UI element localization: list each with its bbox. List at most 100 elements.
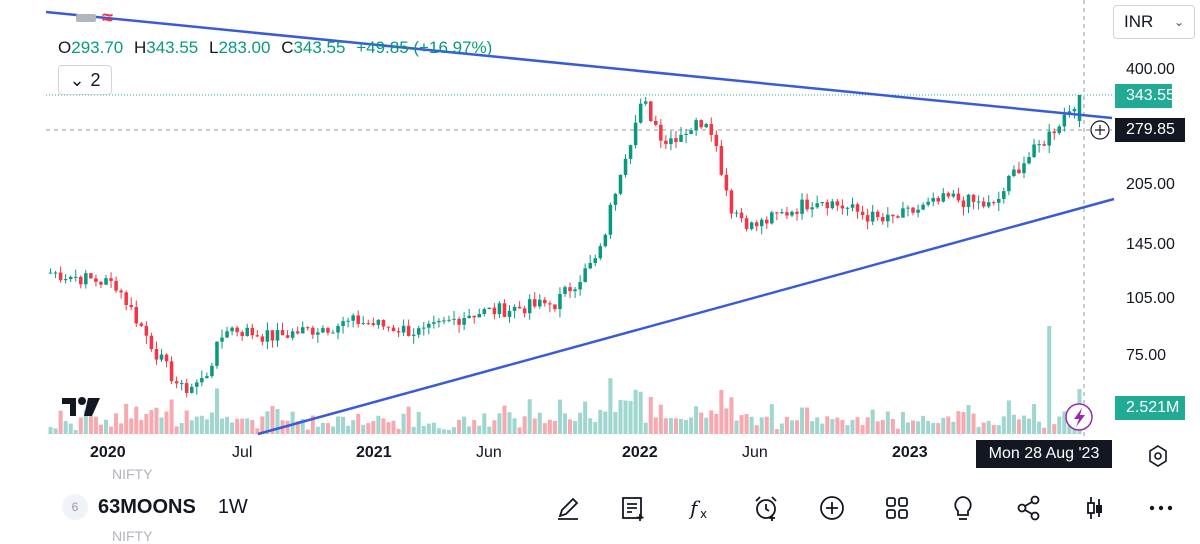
volume-bar bbox=[880, 419, 885, 434]
candle bbox=[53, 272, 58, 274]
volume-bar bbox=[603, 411, 608, 434]
candle bbox=[875, 211, 880, 218]
volume-bar bbox=[356, 413, 361, 434]
volume-bar bbox=[341, 416, 346, 434]
volume-bar bbox=[436, 428, 441, 434]
candle bbox=[235, 327, 239, 333]
volume-bar bbox=[764, 416, 769, 434]
more-icon[interactable] bbox=[1144, 491, 1178, 525]
candle bbox=[825, 202, 830, 209]
candle bbox=[886, 214, 890, 222]
legend-toggle-button[interactable]: ⌄ 2 bbox=[58, 65, 112, 95]
symbol-selector[interactable]: 6 63MOONS 1W bbox=[62, 494, 248, 520]
price-tick: 105.00 bbox=[1126, 290, 1175, 307]
settings-icon[interactable] bbox=[1146, 444, 1170, 468]
candle bbox=[558, 294, 562, 310]
volume-bar bbox=[810, 421, 815, 434]
candle bbox=[633, 122, 638, 146]
collapse-icon[interactable] bbox=[76, 14, 96, 22]
volume-bar bbox=[285, 420, 290, 434]
candle bbox=[437, 320, 441, 323]
timeframe[interactable]: 1W bbox=[217, 495, 248, 518]
alert-icon[interactable] bbox=[749, 491, 783, 525]
candle bbox=[991, 202, 996, 204]
volume-bar bbox=[225, 416, 230, 434]
add-icon[interactable] bbox=[815, 491, 849, 525]
volume-bar bbox=[426, 423, 431, 434]
volume-bar bbox=[951, 421, 956, 434]
add-note-icon[interactable] bbox=[616, 491, 650, 525]
candle bbox=[598, 246, 603, 259]
candle bbox=[840, 205, 845, 209]
ghost-symbol-top: NIFTY bbox=[112, 466, 153, 482]
volume-bar bbox=[507, 412, 512, 434]
volume-bar bbox=[885, 411, 890, 434]
volume-bar bbox=[260, 416, 265, 434]
candle bbox=[628, 145, 633, 159]
volume-bar bbox=[497, 413, 502, 434]
ideas-icon[interactable] bbox=[946, 491, 980, 525]
volume-bar bbox=[628, 401, 633, 434]
volume-bar bbox=[916, 421, 921, 434]
candle bbox=[764, 219, 769, 224]
candle bbox=[936, 197, 941, 202]
candle bbox=[754, 222, 759, 227]
volume-bar bbox=[956, 411, 961, 434]
candle bbox=[94, 278, 98, 282]
candle bbox=[1032, 144, 1036, 158]
volume-bar bbox=[219, 418, 225, 434]
volume-bar bbox=[386, 422, 391, 434]
wave-icon[interactable]: ≈ bbox=[102, 7, 113, 29]
candle bbox=[744, 218, 749, 230]
volume-bar bbox=[542, 423, 547, 434]
volume-bar bbox=[911, 420, 916, 434]
layouts-icon[interactable] bbox=[880, 491, 914, 525]
support-trendline[interactable] bbox=[257, 197, 1115, 436]
chart-type-icon[interactable] bbox=[1078, 491, 1112, 525]
volume-bar bbox=[1011, 414, 1016, 434]
candle bbox=[522, 308, 527, 314]
candle bbox=[896, 216, 900, 218]
candle bbox=[1072, 109, 1077, 112]
volume-bar bbox=[109, 426, 114, 434]
share-icon[interactable] bbox=[1012, 491, 1046, 525]
volume-bar bbox=[482, 413, 487, 434]
candle bbox=[997, 199, 1001, 203]
candle bbox=[215, 341, 219, 366]
volume-bar bbox=[98, 424, 103, 434]
volume-bar bbox=[623, 400, 628, 434]
price-tick: 75.00 bbox=[1126, 347, 1167, 364]
volume-bar bbox=[431, 422, 436, 434]
price-tick: 145.00 bbox=[1126, 236, 1175, 253]
volume-bar bbox=[330, 426, 335, 434]
candle bbox=[850, 204, 855, 208]
candle bbox=[679, 134, 683, 142]
volume-bar bbox=[976, 426, 981, 434]
symbol-name[interactable]: 63MOONS bbox=[98, 495, 196, 518]
candle bbox=[921, 204, 925, 210]
candle bbox=[618, 174, 623, 194]
candle bbox=[860, 211, 865, 216]
candle bbox=[119, 290, 123, 293]
candle bbox=[68, 276, 73, 280]
candle bbox=[739, 212, 744, 219]
volume-bar bbox=[633, 389, 638, 434]
svg-text:x: x bbox=[700, 507, 707, 521]
candle bbox=[941, 193, 946, 202]
volume-bar bbox=[890, 419, 895, 434]
volume-bar bbox=[487, 426, 492, 434]
volume-bar bbox=[114, 413, 119, 434]
candle bbox=[1012, 169, 1016, 176]
volume-bar bbox=[53, 428, 58, 434]
currency-select[interactable]: INR ⌄ bbox=[1113, 5, 1195, 39]
volume-bar bbox=[673, 418, 678, 434]
candle bbox=[502, 303, 507, 317]
volume-bar bbox=[245, 418, 250, 434]
candle bbox=[462, 317, 466, 325]
candle bbox=[664, 140, 668, 145]
draw-icon[interactable] bbox=[551, 491, 585, 525]
candle bbox=[487, 307, 492, 310]
resistance-trendline[interactable] bbox=[45, 10, 1113, 120]
